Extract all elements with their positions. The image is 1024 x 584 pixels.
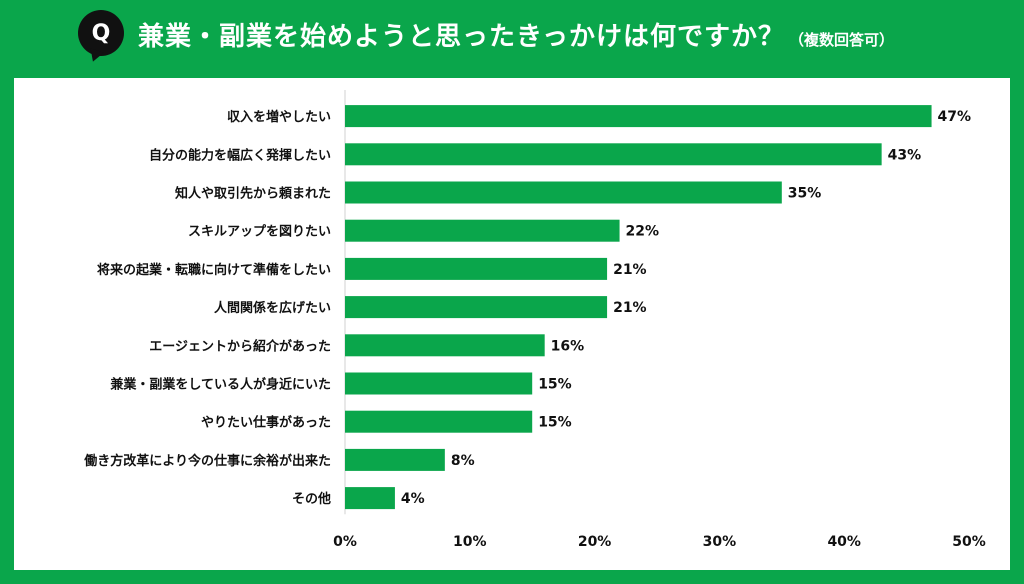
category-label: 収入を増やしたい (227, 109, 331, 125)
data-label: 4% (401, 491, 425, 507)
x-tick-label: 20% (578, 534, 612, 550)
data-label: 15% (538, 415, 572, 431)
bar (345, 257, 608, 280)
data-label: 8% (451, 453, 475, 469)
title-text: 兼業・副業を始めようと思ったきっかけは何ですか？ (138, 22, 785, 52)
category-label: スキルアップを図りたい (188, 225, 331, 240)
data-label: 43% (888, 147, 922, 163)
category-label: 働き方改革により今の仕事に余裕が出来た (83, 453, 331, 469)
question-badge-icon: Q (78, 10, 124, 56)
data-label: 15% (538, 377, 572, 393)
title-subtitle: （複数回答可） (788, 31, 894, 49)
category-label: やりたい仕事があった (201, 415, 331, 431)
header: Q 兼業・副業を始めようと思ったきっかけは何ですか？ （複数回答可） (0, 0, 1024, 78)
category-label: 自分の能力を幅広く発揮したい (149, 147, 331, 163)
bar (345, 181, 782, 204)
page-title: 兼業・副業を始めようと思ったきっかけは何ですか？ （複数回答可） (138, 16, 894, 53)
x-tick-label: 10% (453, 534, 487, 550)
data-label: 35% (788, 186, 822, 202)
x-tick-label: 0% (333, 534, 357, 550)
bar (345, 143, 882, 166)
data-label: 16% (551, 338, 585, 354)
question-badge-label: Q (91, 20, 111, 46)
bar-chart: 収入を増やしたい 47% 自分の能力を幅広く発揮したい 43% 知人や取引先から頼まれた… (83, 90, 986, 550)
data-label: 21% (613, 300, 647, 316)
category-label: 人間関係を広げたい (214, 300, 331, 316)
bar (345, 410, 533, 433)
bar (345, 372, 533, 395)
category-label: 兼業・副業をしている人が身近にいた (110, 377, 331, 393)
data-label: 21% (613, 262, 647, 278)
x-tick-label: 40% (827, 534, 861, 550)
bar (345, 105, 932, 128)
bar (345, 296, 608, 319)
bar (345, 219, 620, 242)
bar (345, 334, 545, 357)
x-tick-label: 30% (703, 534, 737, 550)
bar (345, 448, 445, 471)
data-label: 47% (938, 109, 972, 125)
category-label: エージェントから紹介があった (149, 338, 331, 354)
category-label: その他 (292, 491, 331, 507)
chart-panel: 収入を増やしたい 47% 自分の能力を幅広く発揮したい 43% 知人や取引先から頼まれた… (14, 78, 1010, 570)
x-tick-label: 50% (952, 534, 986, 550)
category-label: 将来の起業・転職に向けて準備をしたい (97, 262, 331, 278)
category-label: 知人や取引先から頼まれた (175, 186, 331, 202)
data-label: 22% (626, 224, 660, 240)
bar (345, 487, 395, 510)
